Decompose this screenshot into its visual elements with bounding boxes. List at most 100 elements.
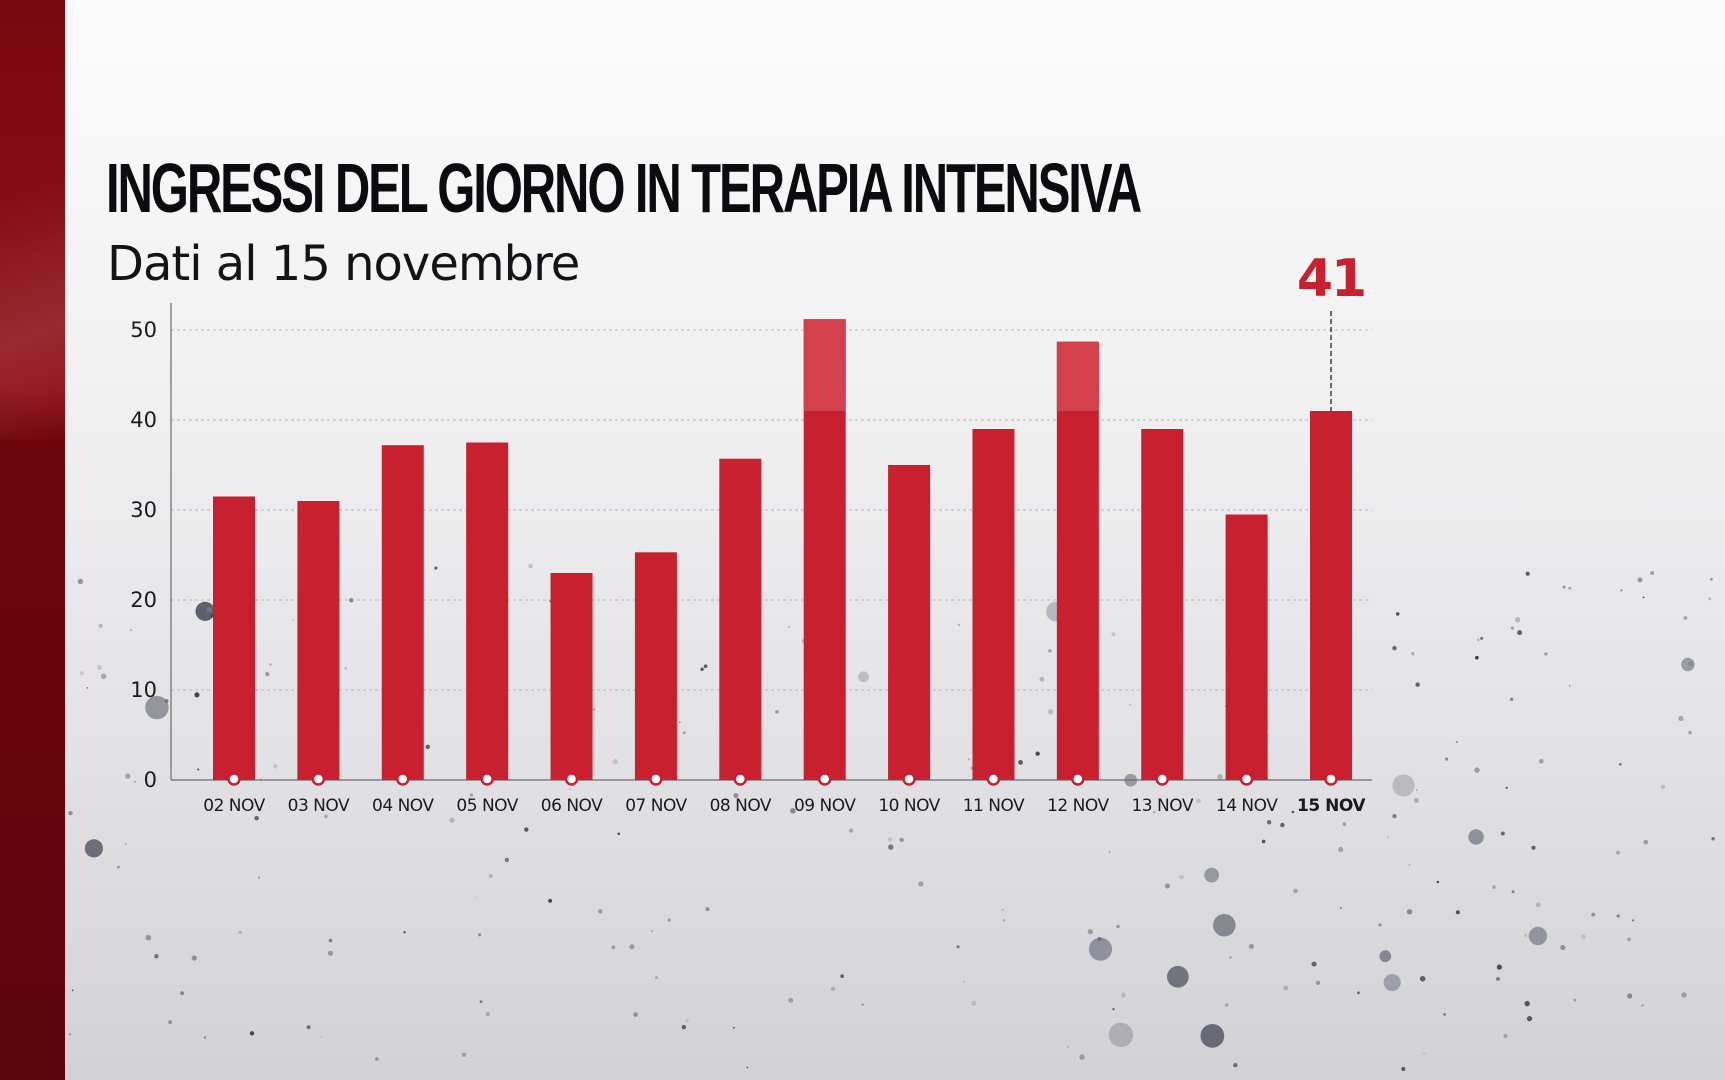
speckle <box>1468 829 1484 845</box>
speckle <box>1436 880 1440 884</box>
speckle <box>1401 1066 1406 1071</box>
bar-base-marker <box>986 772 1001 786</box>
speckle <box>374 1057 379 1061</box>
speckle <box>849 828 854 833</box>
speckle <box>887 837 893 842</box>
speckle <box>1620 589 1623 592</box>
bar-base-marker <box>227 772 241 786</box>
speckle <box>524 827 529 832</box>
speckle <box>203 1036 207 1039</box>
y-tick-label: 40 <box>130 408 157 432</box>
speckle <box>1116 924 1120 929</box>
bar-overflow-segment <box>1056 341 1099 411</box>
speckle <box>1627 937 1632 942</box>
speckle <box>1108 851 1111 854</box>
speckle <box>1111 632 1116 637</box>
speckle <box>1280 822 1285 828</box>
speckle <box>1248 943 1254 949</box>
y-tick-label: 0 <box>144 768 157 792</box>
speckle <box>1445 757 1449 761</box>
speckle <box>206 607 212 613</box>
speckle <box>1395 612 1400 616</box>
bar <box>1056 341 1099 780</box>
speckle <box>840 974 844 979</box>
speckle <box>678 721 681 724</box>
speckle <box>1087 929 1093 935</box>
speckle <box>612 759 619 765</box>
x-tick-label: 12 NOV <box>1047 796 1109 816</box>
speckle <box>775 709 779 714</box>
x-tick-label: 05 NOV <box>456 796 518 816</box>
speckle <box>888 844 894 850</box>
speckle <box>1386 836 1389 839</box>
speckle <box>71 989 74 992</box>
speckle <box>1683 616 1688 620</box>
y-tick-label: 30 <box>130 498 157 522</box>
speckle <box>434 566 438 570</box>
speckle <box>1580 934 1586 940</box>
speckle <box>1641 1004 1644 1007</box>
speckle <box>1217 774 1223 780</box>
x-tick-label: 13 NOV <box>1131 796 1193 816</box>
speckle <box>1678 715 1684 722</box>
speckle <box>1039 676 1045 682</box>
speckle <box>273 763 278 769</box>
speckle <box>1510 626 1514 630</box>
speckle <box>77 578 84 585</box>
speckle <box>469 793 474 797</box>
speckle <box>194 692 200 698</box>
bar-base-marker <box>1155 772 1169 786</box>
speckle <box>861 1003 864 1006</box>
speckle <box>1378 923 1382 927</box>
y-tick-label: 10 <box>130 678 157 702</box>
speckle <box>249 1031 255 1036</box>
speckle <box>168 1020 173 1025</box>
speckle <box>257 876 260 879</box>
speckle <box>685 1018 689 1023</box>
speckle <box>1562 585 1566 589</box>
speckle <box>1120 992 1127 998</box>
y-tick-label: 20 <box>130 588 157 612</box>
speckle <box>1524 1000 1530 1007</box>
speckle <box>1660 784 1666 789</box>
speckle <box>1496 976 1500 981</box>
speckle <box>1167 965 1189 988</box>
speckle <box>790 808 796 814</box>
side-band <box>0 0 65 1080</box>
bar <box>972 429 1015 780</box>
speckle <box>1048 649 1052 653</box>
x-tick-label: 08 NOV <box>710 796 772 816</box>
speckle <box>100 673 107 680</box>
speckle <box>327 950 334 956</box>
axes <box>170 303 1372 781</box>
speckle <box>1047 709 1054 715</box>
bar-base-marker <box>564 772 579 786</box>
speckle <box>84 839 104 858</box>
axis-labels: 0 10 20 30 40 50 02 NOV 03 NOV 04 NOV 05 NOV 06 NO… <box>130 318 1367 816</box>
speckle <box>1379 950 1392 963</box>
speckle <box>1001 908 1004 912</box>
speckle <box>598 909 603 914</box>
speckle <box>1643 839 1649 845</box>
speckle <box>1088 937 1113 961</box>
speckle <box>130 629 133 632</box>
speckle <box>1392 814 1397 819</box>
speckle <box>1283 985 1289 991</box>
speckle <box>461 1052 467 1058</box>
speckle <box>918 881 924 887</box>
speckle <box>1443 1013 1446 1016</box>
speckle <box>96 664 102 670</box>
speckle <box>682 731 686 735</box>
x-tick-label: 14 NOV <box>1216 796 1278 816</box>
speckle <box>1632 919 1635 922</box>
bar <box>381 445 424 780</box>
speckle <box>1339 906 1342 910</box>
speckle <box>1525 571 1530 576</box>
speckle <box>617 832 621 836</box>
speckle <box>164 699 169 703</box>
speckle <box>449 817 455 823</box>
x-tick-label: 11 NOV <box>963 796 1025 816</box>
speckle <box>68 810 73 816</box>
speckle <box>1108 1022 1134 1048</box>
speckle <box>1311 961 1317 967</box>
